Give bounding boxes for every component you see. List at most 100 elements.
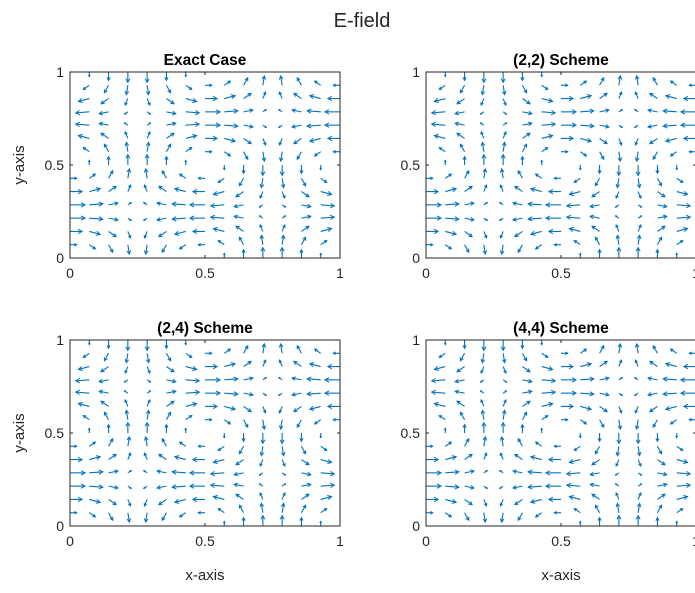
field-arrow xyxy=(500,153,506,165)
field-arrow xyxy=(480,399,485,407)
field-arrow xyxy=(547,496,561,503)
field-arrow xyxy=(483,201,489,206)
field-arrow xyxy=(98,110,109,116)
field-arrow xyxy=(142,201,148,206)
field-arrow xyxy=(599,344,605,354)
field-arrow xyxy=(217,445,225,452)
field-arrow xyxy=(224,362,237,368)
field-arrow xyxy=(541,258,543,263)
field-arrow xyxy=(561,403,575,410)
field-arrow xyxy=(553,444,561,449)
field-arrow xyxy=(464,169,470,179)
field-arrow xyxy=(499,435,505,447)
field-arrow xyxy=(98,389,109,395)
field-arrow xyxy=(462,423,467,433)
field-arrow xyxy=(462,155,467,165)
field-arrow xyxy=(156,485,167,490)
y-tick-label: 0.5 xyxy=(45,157,65,173)
field-arrow xyxy=(161,437,167,447)
field-arrow xyxy=(165,258,168,266)
field-arrow xyxy=(419,150,426,153)
field-arrow xyxy=(89,230,102,236)
field-arrow xyxy=(591,459,600,466)
field-arrow xyxy=(483,452,488,460)
field-arrow xyxy=(279,165,285,177)
field-arrow xyxy=(166,110,177,116)
field-arrow xyxy=(580,362,593,368)
field-arrow xyxy=(126,435,132,447)
field-arrow xyxy=(521,353,528,362)
field-arrow xyxy=(501,353,507,364)
field-arrow xyxy=(664,137,677,143)
field-arrow xyxy=(589,471,600,477)
field-arrow xyxy=(171,484,186,490)
field-arrow xyxy=(166,389,177,395)
field-arrow xyxy=(217,507,225,514)
field-arrow xyxy=(323,390,340,396)
field-arrow xyxy=(108,169,114,179)
field-arrow xyxy=(209,470,225,477)
field-arrow xyxy=(106,340,111,350)
field-arrow xyxy=(280,502,286,513)
field-arrow xyxy=(185,526,187,531)
y-tick-label: 1 xyxy=(56,332,64,348)
field-arrow xyxy=(498,485,504,490)
field-arrow xyxy=(261,330,265,340)
field-arrow xyxy=(647,376,658,381)
field-arrow xyxy=(224,391,239,397)
axes-box xyxy=(69,339,341,527)
field-arrow xyxy=(89,484,104,490)
field-arrow xyxy=(278,138,283,146)
field-arrow xyxy=(293,92,302,100)
field-arrow xyxy=(74,121,90,128)
field-arrow xyxy=(301,459,310,466)
quiver-arrows xyxy=(55,72,340,266)
field-arrow xyxy=(164,155,169,165)
field-arrow xyxy=(561,122,578,128)
field-arrow xyxy=(166,132,175,139)
y-tick-label: 0 xyxy=(56,518,64,534)
field-arrow xyxy=(614,215,620,219)
field-arrow xyxy=(464,498,473,506)
field-arrow xyxy=(682,363,695,370)
field-arrow xyxy=(618,138,623,146)
field-arrow xyxy=(649,137,658,145)
field-arrow xyxy=(676,458,689,465)
field-arrow xyxy=(419,84,426,87)
field-arrow xyxy=(164,72,169,82)
field-arrow xyxy=(279,514,285,526)
field-arrow xyxy=(459,143,466,152)
field-arrow xyxy=(522,98,531,105)
field-arrow xyxy=(561,351,569,356)
field-arrow xyxy=(480,409,486,420)
field-arrow xyxy=(547,228,561,235)
field-arrow xyxy=(634,406,639,414)
field-arrow xyxy=(502,98,507,106)
field-arrow xyxy=(87,340,91,346)
field-arrow xyxy=(522,121,533,127)
field-arrow xyxy=(618,124,624,129)
field-arrow xyxy=(426,228,440,235)
field-arrow xyxy=(55,123,70,127)
field-arrow xyxy=(88,512,97,518)
field-arrow xyxy=(599,137,608,145)
field-arrow xyxy=(205,109,222,115)
field-arrow xyxy=(296,76,302,86)
field-arrow xyxy=(664,405,677,411)
field-arrow xyxy=(541,389,557,396)
field-arrow xyxy=(445,469,460,475)
y-tick-label: 0.5 xyxy=(45,425,65,441)
field-arrow xyxy=(296,419,302,429)
field-arrow xyxy=(529,455,542,461)
field-arrow xyxy=(462,340,467,350)
field-arrow xyxy=(568,226,581,233)
field-arrow xyxy=(222,165,226,171)
field-arrow xyxy=(340,484,355,488)
field-arrow xyxy=(165,85,172,94)
field-arrow xyxy=(197,444,205,449)
field-arrow xyxy=(456,98,465,105)
field-arrow xyxy=(534,244,543,250)
y-tick-label: 1 xyxy=(56,64,64,80)
field-arrow xyxy=(259,178,265,189)
field-arrow xyxy=(656,64,659,72)
